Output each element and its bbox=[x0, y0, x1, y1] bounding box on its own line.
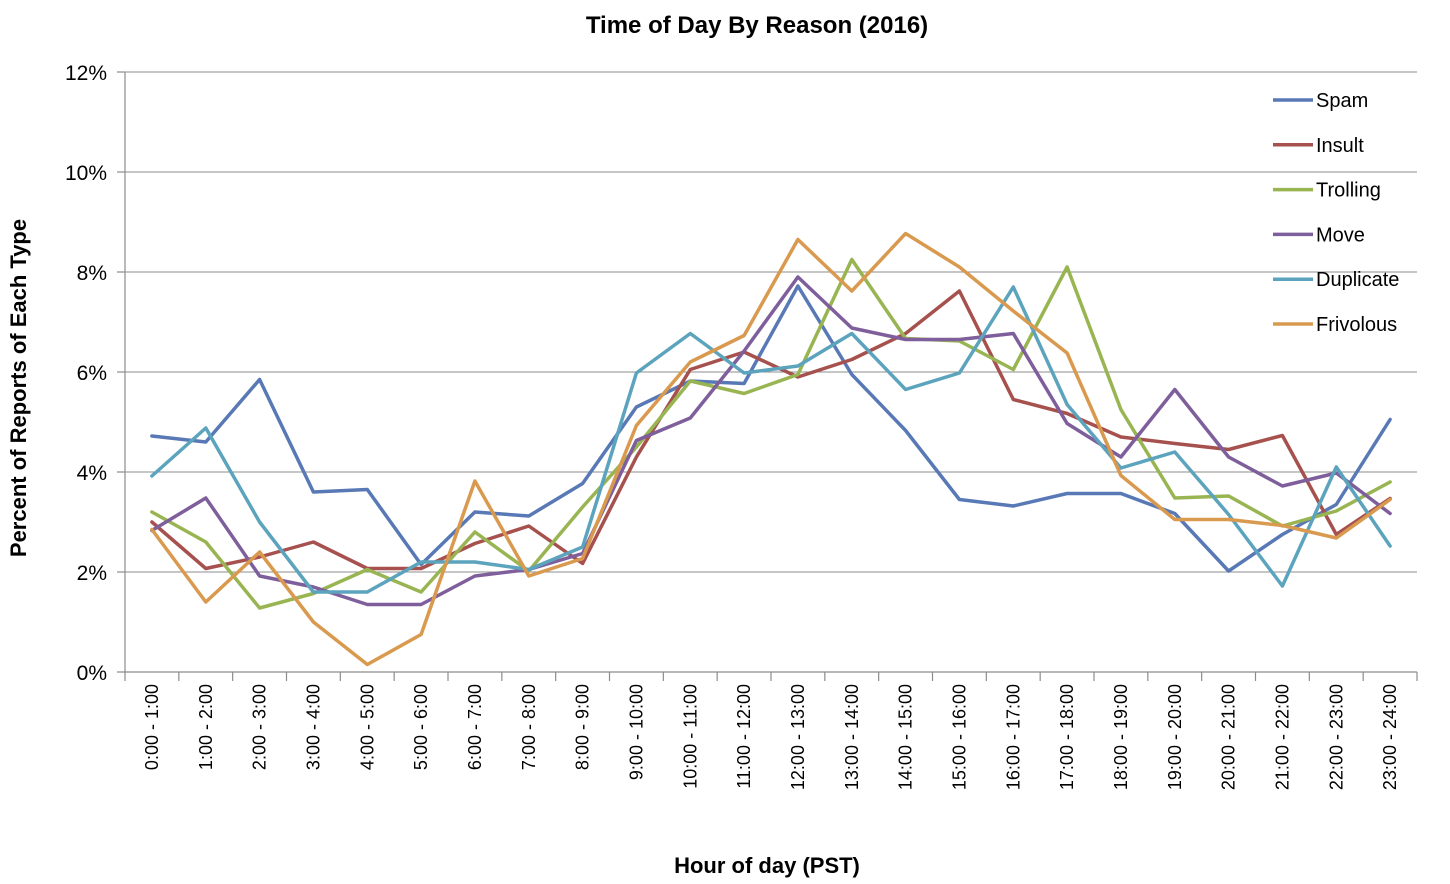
x-tick-label: 15:00 - 16:00 bbox=[949, 684, 969, 790]
axes: 0% 2% 4% 6% 8% 10% 12% 0:00 - 1:00 1:00 - 2:00 2:… bbox=[65, 62, 1418, 790]
series-line-move bbox=[150, 275, 1392, 607]
legend: Spam Insult Trolling Move Duplicate Frivolous bbox=[1273, 90, 1399, 336]
x-tick-label: 14:00 - 15:00 bbox=[896, 684, 916, 790]
x-tick-label: 19:00 - 20:00 bbox=[1165, 684, 1185, 790]
x-tick-label: 4:00 - 5:00 bbox=[357, 684, 377, 770]
x-axis-title: Hour of day (PST) bbox=[674, 853, 860, 878]
x-tick-label: 5:00 - 6:00 bbox=[411, 684, 431, 770]
x-tick-label: 18:00 - 19:00 bbox=[1111, 684, 1131, 790]
x-tick-label: 7:00 - 8:00 bbox=[519, 684, 539, 770]
legend-item-move: Move bbox=[1273, 224, 1365, 246]
x-tick-label: 10:00 - 11:00 bbox=[680, 684, 700, 789]
y-tick-label: 6% bbox=[77, 362, 107, 385]
series-line-frivolous bbox=[150, 231, 1392, 667]
x-tick-label: 22:00 - 23:00 bbox=[1326, 684, 1346, 790]
legend-item-insult: Insult bbox=[1273, 135, 1364, 157]
legend-label: Spam bbox=[1316, 90, 1368, 112]
legend-label: Insult bbox=[1316, 135, 1364, 157]
series-line-insult bbox=[150, 289, 1392, 571]
x-tick-label: 0:00 - 1:00 bbox=[142, 684, 162, 770]
legend-item-frivolous: Frivolous bbox=[1273, 314, 1397, 336]
x-tick-label: 12:00 - 13:00 bbox=[788, 684, 808, 790]
x-tick-label: 21:00 - 22:00 bbox=[1272, 684, 1292, 790]
x-tick-label: 6:00 - 7:00 bbox=[465, 684, 485, 770]
gridlines bbox=[125, 71, 1417, 573]
series-lines bbox=[150, 231, 1392, 667]
x-tick-label: 1:00 - 2:00 bbox=[196, 684, 216, 770]
x-tick-label: 9:00 - 10:00 bbox=[626, 684, 646, 780]
x-tick-label: 23:00 - 24:00 bbox=[1380, 684, 1400, 790]
y-axis-title: Percent of Reports of Each Type bbox=[6, 219, 31, 557]
x-tick-label: 20:00 - 21:00 bbox=[1219, 684, 1239, 790]
x-tick-label: 2:00 - 3:00 bbox=[250, 684, 270, 770]
legend-label: Trolling bbox=[1316, 180, 1381, 202]
y-tick-label: 0% bbox=[77, 662, 107, 685]
y-tick-label: 10% bbox=[65, 162, 107, 185]
legend-label: Frivolous bbox=[1316, 314, 1397, 336]
legend-label: Move bbox=[1316, 224, 1365, 246]
legend-item-spam: Spam bbox=[1273, 90, 1368, 112]
legend-item-duplicate: Duplicate bbox=[1273, 269, 1399, 291]
series-line-duplicate bbox=[150, 285, 1392, 594]
x-tick-label: 17:00 - 18:00 bbox=[1057, 684, 1077, 790]
series-line-trolling bbox=[150, 257, 1392, 610]
x-tick-label: 8:00 - 9:00 bbox=[573, 684, 593, 770]
x-tick-label: 3:00 - 4:00 bbox=[303, 684, 323, 770]
legend-item-trolling: Trolling bbox=[1273, 180, 1381, 202]
y-tick-label: 8% bbox=[77, 262, 107, 285]
x-tick-label: 16:00 - 17:00 bbox=[1003, 684, 1023, 790]
legend-label: Duplicate bbox=[1316, 269, 1399, 291]
y-tick-label: 12% bbox=[65, 62, 107, 85]
chart-title: Time of Day By Reason (2016) bbox=[586, 12, 928, 39]
x-tick-label: 11:00 - 12:00 bbox=[734, 684, 754, 789]
x-tick-label: 13:00 - 14:00 bbox=[842, 684, 862, 790]
series-line-spam bbox=[150, 284, 1392, 573]
y-tick-label: 4% bbox=[77, 462, 107, 485]
y-tick-label: 2% bbox=[77, 562, 107, 585]
